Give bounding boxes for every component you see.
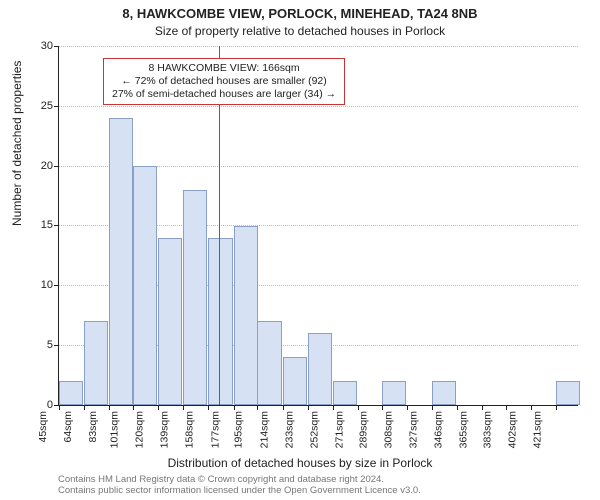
ytick-label: 15 <box>41 219 53 231</box>
xtick-mark <box>234 405 235 410</box>
xtick-mark <box>482 405 483 410</box>
bar <box>333 381 357 405</box>
xtick-label: 308sqm <box>382 411 394 448</box>
bar <box>84 321 108 405</box>
ytick-mark <box>54 225 59 226</box>
xtick-label: 271sqm <box>333 411 345 448</box>
xtick-mark <box>183 405 184 410</box>
ytick-mark <box>54 166 59 167</box>
plot-area: 8 HAWKCOMBE VIEW: 166sqm ← 72% of detach… <box>58 46 578 406</box>
bar <box>432 381 456 405</box>
attribution-text: Contains HM Land Registry data © Crown c… <box>58 474 421 497</box>
gridline <box>59 46 578 47</box>
ytick-label: 25 <box>41 100 53 112</box>
xtick-label: 64sqm <box>62 411 74 443</box>
xtick-label: 177sqm <box>209 411 221 448</box>
xtick-mark <box>257 405 258 410</box>
bar <box>308 333 332 405</box>
bar <box>283 357 307 405</box>
xtick-label: 289sqm <box>357 411 369 448</box>
xtick-label: 83sqm <box>87 411 99 443</box>
xtick-label: 214sqm <box>258 411 270 448</box>
ytick-label: 30 <box>41 40 53 52</box>
xtick-label: 195sqm <box>233 411 245 448</box>
bar <box>556 381 580 405</box>
ytick-mark <box>54 106 59 107</box>
bar <box>133 166 157 405</box>
xtick-mark <box>158 405 159 410</box>
xtick-mark <box>59 405 60 410</box>
bar <box>183 190 207 405</box>
xtick-label: 120sqm <box>134 411 146 448</box>
gridline <box>59 106 578 107</box>
xtick-label: 327sqm <box>407 411 419 448</box>
ytick-label: 0 <box>47 399 53 411</box>
bar <box>109 118 133 405</box>
xtick-mark <box>333 405 334 410</box>
bar <box>158 238 182 405</box>
xtick-label: 383sqm <box>481 411 493 448</box>
bar <box>59 381 83 405</box>
y-axis-label: Number of detached properties <box>10 61 24 226</box>
xtick-mark <box>407 405 408 410</box>
xtick-label: 101sqm <box>108 411 120 448</box>
ytick-mark <box>54 46 59 47</box>
bar <box>208 238 232 405</box>
xtick-mark <box>208 405 209 410</box>
x-axis-label: Distribution of detached houses by size … <box>0 456 600 470</box>
bar <box>257 321 281 405</box>
chart-title-main: 8, HAWKCOMBE VIEW, PORLOCK, MINEHEAD, TA… <box>0 6 600 21</box>
annotation-box: 8 HAWKCOMBE VIEW: 166sqm ← 72% of detach… <box>103 58 345 105</box>
xtick-mark <box>283 405 284 410</box>
xtick-label: 45sqm <box>37 411 49 443</box>
attribution-line2: Contains public sector information licen… <box>58 485 421 496</box>
xtick-mark <box>432 405 433 410</box>
xtick-label: 233sqm <box>283 411 295 448</box>
xtick-mark <box>358 405 359 410</box>
xtick-label: 365sqm <box>458 411 470 448</box>
xtick-label: 346sqm <box>432 411 444 448</box>
xtick-mark <box>556 405 557 410</box>
xtick-mark <box>308 405 309 410</box>
ytick-label: 10 <box>41 279 53 291</box>
xtick-label: 421sqm <box>532 411 544 448</box>
attribution-line1: Contains HM Land Registry data © Crown c… <box>58 474 421 485</box>
chart-root: 8, HAWKCOMBE VIEW, PORLOCK, MINEHEAD, TA… <box>0 0 600 500</box>
annotation-line3: 27% of semi-detached houses are larger (… <box>112 88 336 101</box>
bar <box>234 226 258 405</box>
ytick-label: 5 <box>47 339 53 351</box>
xtick-mark <box>506 405 507 410</box>
ytick-mark <box>54 345 59 346</box>
xtick-mark <box>133 405 134 410</box>
xtick-label: 252sqm <box>308 411 320 448</box>
xtick-mark <box>84 405 85 410</box>
xtick-mark <box>457 405 458 410</box>
xtick-label: 158sqm <box>184 411 196 448</box>
xtick-mark <box>109 405 110 410</box>
ytick-label: 20 <box>41 160 53 172</box>
xtick-mark <box>531 405 532 410</box>
chart-title-sub: Size of property relative to detached ho… <box>0 24 600 38</box>
xtick-mark <box>382 405 383 410</box>
ytick-mark <box>54 285 59 286</box>
xtick-label: 139sqm <box>159 411 171 448</box>
annotation-line2: ← 72% of detached houses are smaller (92… <box>112 75 336 88</box>
bar <box>382 381 406 405</box>
xtick-label: 402sqm <box>507 411 519 448</box>
annotation-line1: 8 HAWKCOMBE VIEW: 166sqm <box>112 62 336 75</box>
